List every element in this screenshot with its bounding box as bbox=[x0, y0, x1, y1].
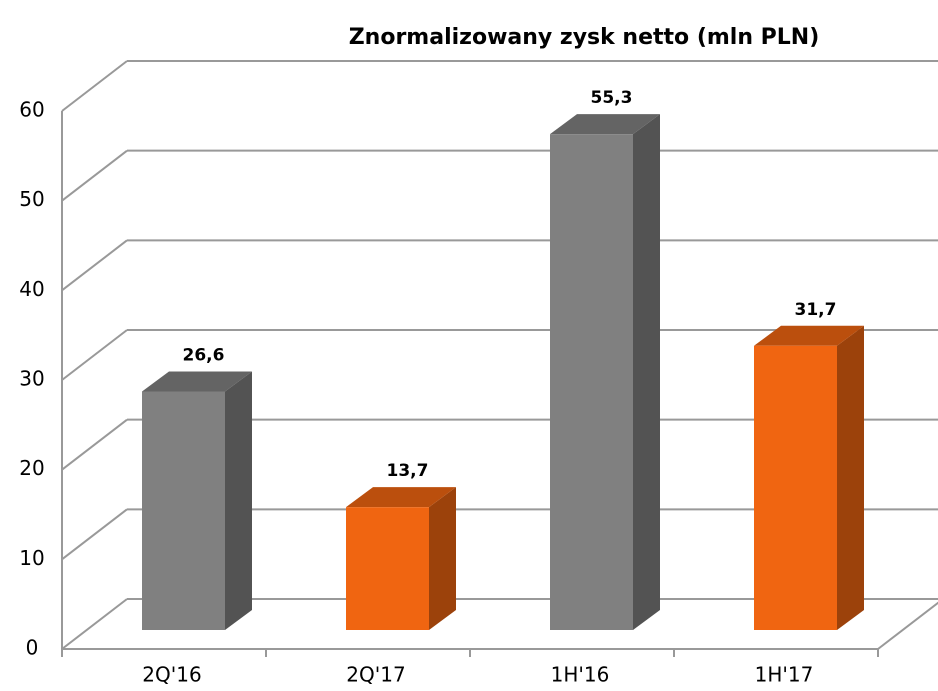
bar-top bbox=[754, 325, 864, 346]
bar bbox=[550, 134, 633, 631]
grid-line bbox=[61, 60, 128, 112]
value-label: 31,7 bbox=[795, 300, 837, 320]
value-label: 55,3 bbox=[591, 88, 633, 108]
chart-title: Znormalizowany zysk netto (mln PLN) bbox=[349, 25, 820, 50]
value-label: 13,7 bbox=[387, 461, 429, 481]
grid-line bbox=[61, 508, 128, 561]
y-tick-label: 0 bbox=[26, 636, 39, 660]
grid-line bbox=[61, 239, 128, 292]
bar-top bbox=[142, 371, 252, 392]
grid-line bbox=[61, 329, 128, 381]
bar bbox=[142, 391, 225, 630]
y-tick-label: 20 bbox=[19, 456, 44, 480]
x-tick-label: 1H'16 bbox=[551, 663, 610, 687]
bar-side bbox=[633, 114, 660, 631]
y-tick-label: 30 bbox=[19, 367, 44, 391]
x-tick-label: 2Q'16 bbox=[142, 663, 201, 687]
bar bbox=[346, 507, 429, 630]
bar-top bbox=[550, 114, 660, 135]
bar-top bbox=[346, 487, 456, 508]
y-tick-label: 60 bbox=[19, 98, 44, 122]
y-tick-label: 40 bbox=[19, 277, 44, 301]
grid-line bbox=[61, 598, 128, 650]
bar bbox=[754, 345, 837, 630]
x-tick-label: 2Q'17 bbox=[346, 663, 405, 687]
grid-line bbox=[61, 418, 128, 471]
grid-line bbox=[61, 149, 128, 202]
axis bbox=[877, 601, 938, 650]
x-tick-label: 1H'17 bbox=[755, 663, 814, 687]
bar-side bbox=[429, 487, 456, 630]
bar-side bbox=[837, 325, 864, 630]
y-tick-label: 10 bbox=[19, 546, 44, 570]
y-tick-label: 50 bbox=[19, 187, 44, 211]
value-label: 26,6 bbox=[183, 345, 225, 365]
bar-side bbox=[225, 371, 252, 630]
